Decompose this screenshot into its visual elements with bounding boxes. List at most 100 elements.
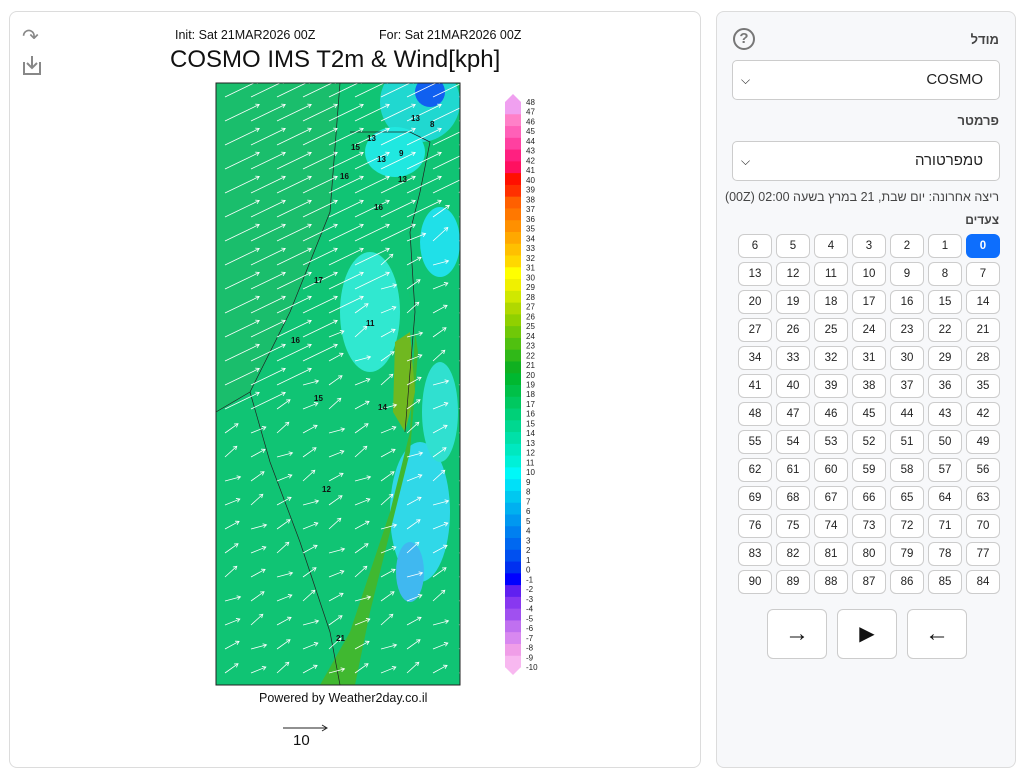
step-button[interactable]: 81 — [814, 542, 848, 566]
step-button[interactable]: 25 — [814, 318, 848, 342]
step-button[interactable]: 74 — [814, 514, 848, 538]
step-button[interactable]: 80 — [852, 542, 886, 566]
step-button[interactable]: 45 — [852, 402, 886, 426]
step-button[interactable]: 76 — [738, 514, 772, 538]
step-button[interactable]: 22 — [928, 318, 962, 342]
step-button[interactable]: 60 — [814, 458, 848, 482]
step-button[interactable]: 3 — [852, 234, 886, 258]
step-button[interactable]: 65 — [890, 486, 924, 510]
step-button[interactable]: 31 — [852, 346, 886, 370]
step-button[interactable]: 32 — [814, 346, 848, 370]
step-button[interactable]: 47 — [776, 402, 810, 426]
step-button[interactable]: 21 — [966, 318, 1000, 342]
step-button[interactable]: 10 — [852, 262, 886, 286]
step-button[interactable]: 56 — [966, 458, 1000, 482]
step-button[interactable]: 43 — [928, 402, 962, 426]
step-button[interactable]: 87 — [852, 570, 886, 594]
step-button[interactable]: 36 — [928, 374, 962, 398]
help-icon[interactable]: ? — [733, 28, 755, 50]
step-button[interactable]: 20 — [738, 290, 772, 314]
step-button[interactable]: 75 — [776, 514, 810, 538]
step-button[interactable]: 51 — [890, 430, 924, 454]
step-button[interactable]: 58 — [890, 458, 924, 482]
step-button[interactable]: 61 — [776, 458, 810, 482]
step-button[interactable]: 54 — [776, 430, 810, 454]
step-button[interactable]: 14 — [966, 290, 1000, 314]
step-button[interactable]: 68 — [776, 486, 810, 510]
step-button[interactable]: 17 — [852, 290, 886, 314]
step-button[interactable]: 38 — [852, 374, 886, 398]
step-button[interactable]: 13 — [738, 262, 772, 286]
step-button[interactable]: 12 — [776, 262, 810, 286]
step-button[interactable]: 5 — [776, 234, 810, 258]
play-button[interactable]: ▶ — [837, 609, 897, 659]
step-button[interactable]: 6 — [738, 234, 772, 258]
next-button[interactable]: → — [767, 609, 827, 659]
prev-button[interactable]: ← — [907, 609, 967, 659]
step-button[interactable]: 71 — [928, 514, 962, 538]
step-button[interactable]: 33 — [776, 346, 810, 370]
step-button[interactable]: 42 — [966, 402, 1000, 426]
step-button[interactable]: 1 — [928, 234, 962, 258]
step-button[interactable]: 77 — [966, 542, 1000, 566]
step-button[interactable]: 73 — [852, 514, 886, 538]
step-button[interactable]: 30 — [890, 346, 924, 370]
step-button[interactable]: 4 — [814, 234, 848, 258]
step-button[interactable]: 78 — [928, 542, 962, 566]
step-button[interactable]: 29 — [928, 346, 962, 370]
step-button[interactable]: 64 — [928, 486, 962, 510]
step-button[interactable]: 52 — [852, 430, 886, 454]
step-button[interactable]: 15 — [928, 290, 962, 314]
step-button[interactable]: 28 — [966, 346, 1000, 370]
step-button[interactable]: 39 — [814, 374, 848, 398]
step-button[interactable]: 53 — [814, 430, 848, 454]
wind-arrow — [302, 619, 320, 626]
parameter-select[interactable]: טמפרטורה ⌵ — [732, 141, 1000, 181]
step-button[interactable]: 85 — [928, 570, 962, 594]
step-button[interactable]: 40 — [776, 374, 810, 398]
step-button[interactable]: 49 — [966, 430, 1000, 454]
step-button[interactable]: 44 — [890, 402, 924, 426]
step-button[interactable]: 35 — [966, 374, 1000, 398]
step-button[interactable]: 67 — [814, 486, 848, 510]
step-button[interactable]: 70 — [966, 514, 1000, 538]
step-button[interactable]: 16 — [890, 290, 924, 314]
step-button[interactable]: 18 — [814, 290, 848, 314]
step-button[interactable]: 79 — [890, 542, 924, 566]
step-button[interactable]: 86 — [890, 570, 924, 594]
step-button[interactable]: 90 — [738, 570, 772, 594]
step-button[interactable]: 69 — [738, 486, 772, 510]
step-button[interactable]: 41 — [738, 374, 772, 398]
step-button[interactable]: 88 — [814, 570, 848, 594]
step-button[interactable]: 9 — [890, 262, 924, 286]
step-button[interactable]: 23 — [890, 318, 924, 342]
step-button[interactable]: 7 — [966, 262, 1000, 286]
step-button[interactable]: 83 — [738, 542, 772, 566]
step-button[interactable]: 2 — [890, 234, 924, 258]
step-button[interactable]: 37 — [890, 374, 924, 398]
step-button[interactable]: 11 — [814, 262, 848, 286]
model-select[interactable]: COSMO ⌵ — [732, 60, 1000, 100]
step-button[interactable]: 57 — [928, 458, 962, 482]
step-button[interactable]: 55 — [738, 430, 772, 454]
step-button[interactable]: 8 — [928, 262, 962, 286]
step-button[interactable]: 48 — [738, 402, 772, 426]
step-button[interactable]: 50 — [928, 430, 962, 454]
step-button[interactable]: 27 — [738, 318, 772, 342]
step-button[interactable]: 63 — [966, 486, 1000, 510]
step-button[interactable]: 82 — [776, 542, 810, 566]
step-button[interactable]: 84 — [966, 570, 1000, 594]
step-button[interactable]: 34 — [738, 346, 772, 370]
share-icon[interactable]: ↷ — [22, 26, 39, 48]
step-button[interactable]: 46 — [814, 402, 848, 426]
step-button[interactable]: 62 — [738, 458, 772, 482]
step-button[interactable]: 0 — [966, 234, 1000, 258]
step-button[interactable]: 24 — [852, 318, 886, 342]
step-button[interactable]: 59 — [852, 458, 886, 482]
download-icon[interactable] — [22, 54, 42, 82]
step-button[interactable]: 89 — [776, 570, 810, 594]
step-button[interactable]: 19 — [776, 290, 810, 314]
step-button[interactable]: 26 — [776, 318, 810, 342]
step-button[interactable]: 72 — [890, 514, 924, 538]
step-button[interactable]: 66 — [852, 486, 886, 510]
